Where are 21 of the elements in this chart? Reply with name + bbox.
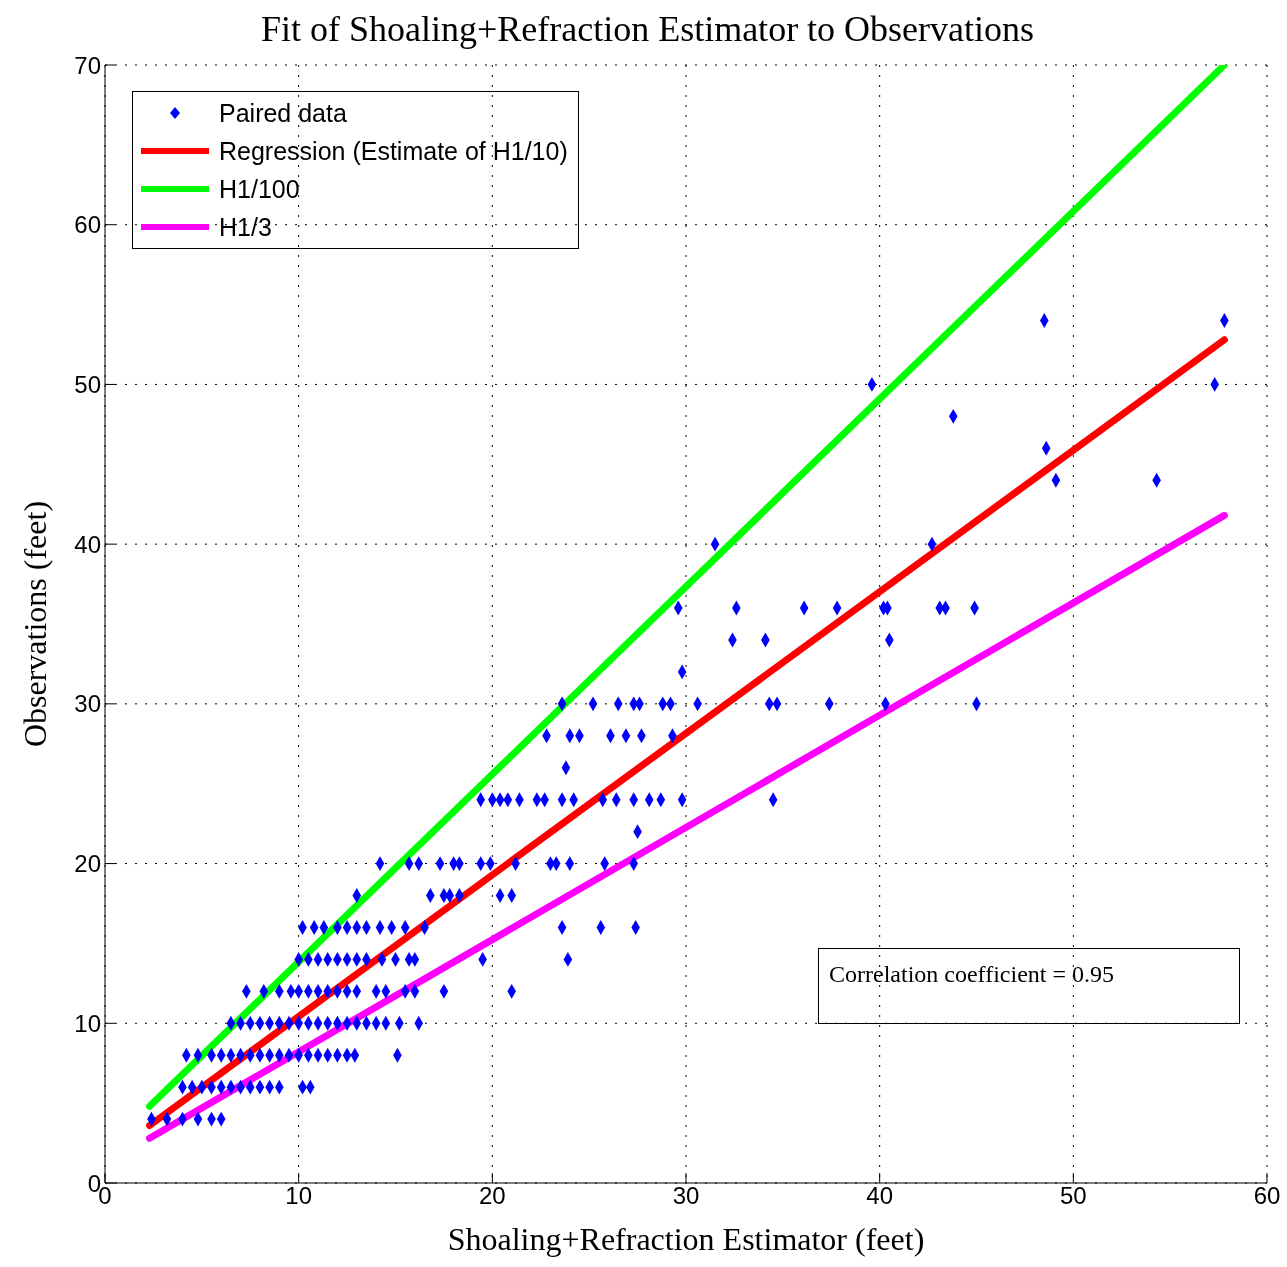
x-tick-label: 10 (285, 1182, 313, 1210)
y-tick-label: 20 (74, 850, 101, 878)
x-tick-label: 20 (478, 1182, 506, 1210)
note-box: Correlation coefficient = 0.95 (818, 948, 1240, 1024)
y-tick-label: 40 (74, 530, 101, 558)
y-tick-label: 10 (74, 1009, 101, 1037)
chart-title: Fit of Shoaling+Refraction Estimator to Observations (259, 8, 1036, 50)
x-tick-label: 60 (1253, 1182, 1281, 1210)
y-tick-label: 50 (74, 370, 101, 398)
x-tick-label: 40 (866, 1182, 894, 1210)
y-tick-label: 70 (74, 51, 101, 79)
x-tick-label: 50 (1059, 1182, 1087, 1210)
y-tick-label: 60 (74, 211, 101, 239)
x-tick-label: 30 (672, 1182, 700, 1210)
legend-label: H1/3 (219, 212, 272, 243)
y-axis-title: Observations (feet) (17, 500, 54, 748)
legend-label: Paired data (219, 98, 347, 129)
legend-label: H1/100 (219, 174, 300, 205)
x-axis-title: Shoaling+Refraction Estimator (feet) (447, 1221, 925, 1257)
y-tick-label: 30 (74, 690, 101, 718)
legend-label: Regression (Estimate of H1/10) (219, 136, 568, 167)
